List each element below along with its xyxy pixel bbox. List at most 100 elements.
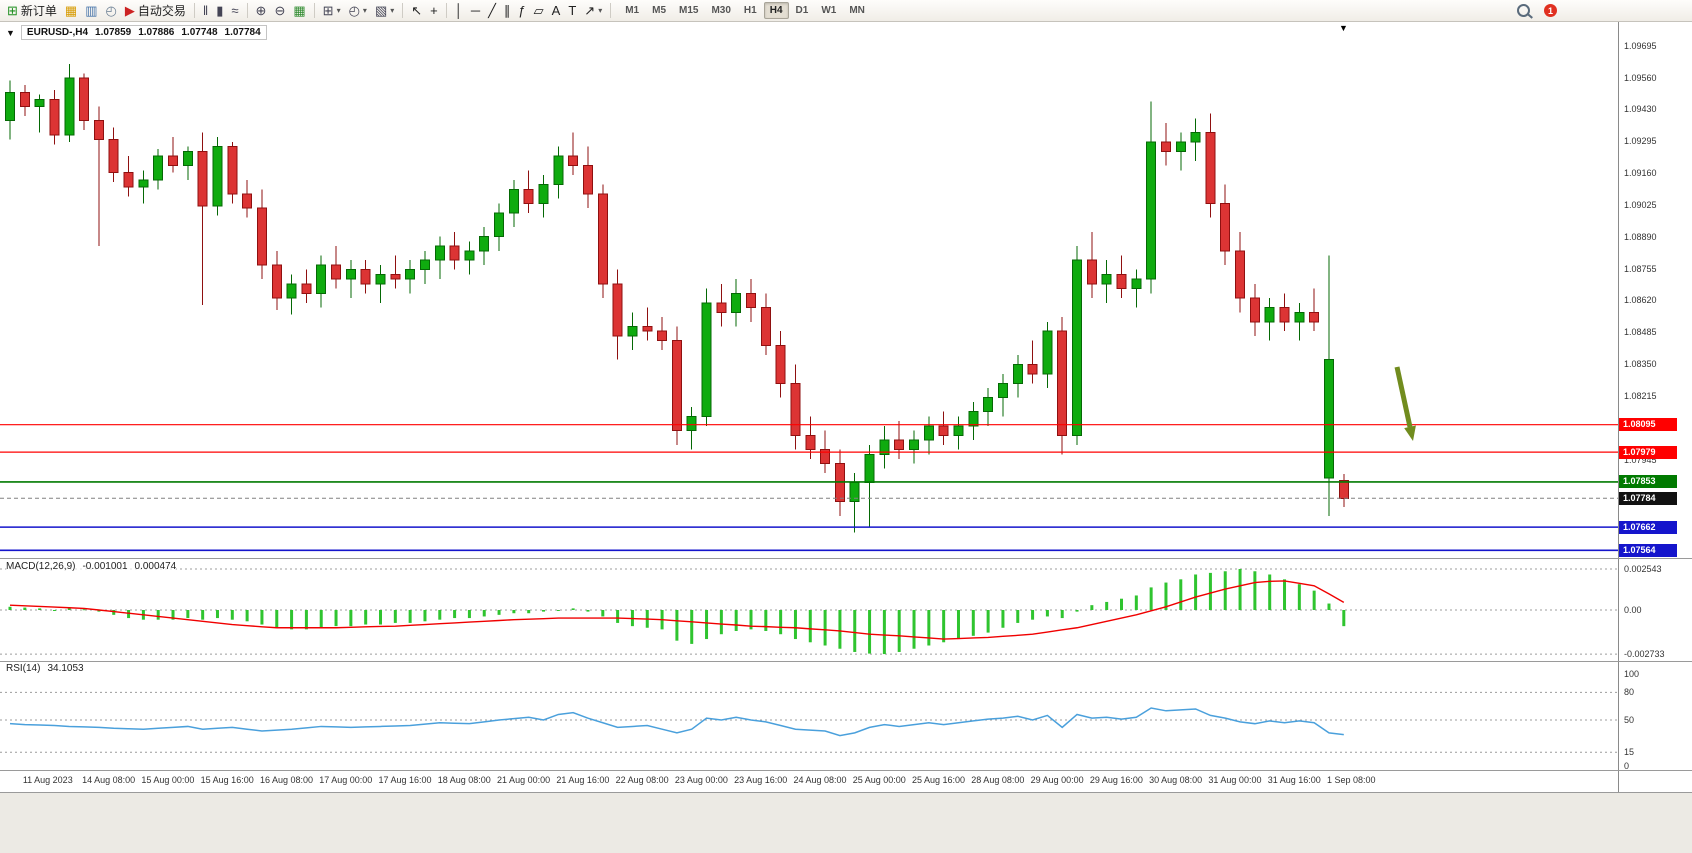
macd-bar [1238,569,1242,610]
refresh-icon-icon: ◴ [105,3,117,18]
timeframe-button-h4[interactable]: H4 [763,2,789,19]
down-arrow-annotation[interactable] [1394,366,1416,441]
symbol-ohlc-readout: EURUSD-,H4 1.07859 1.07886 1.07748 1.077… [20,25,267,40]
rsi-panel-divider[interactable] [0,661,1692,662]
price-scale-label: 1.08350 [1624,359,1657,370]
macd-bar [542,610,546,612]
caret-down-icon: ▾ [362,6,367,15]
timeframe-button-h1[interactable]: H1 [743,5,757,16]
profiles-icon[interactable]: ▦ [61,1,81,20]
auto-trading-button[interactable]: ▶ 自动交易 [121,1,190,20]
rsi-line [9,707,1344,737]
fibonacci-icon[interactable]: ƒ [514,1,529,20]
bar-chart-type-icon[interactable]: ‖ [199,1,212,20]
macd-bar [823,610,827,646]
macd-bar [1060,610,1064,619]
timeframe-switcher: M1 M5 M15 M30 H1 H4 D1 W1 MN [619,2,871,19]
timeframe-button-w1[interactable]: W1 [821,5,837,16]
macd-bar [586,610,590,612]
zoom-in-icon[interactable]: ⊕ [252,1,271,20]
macd-bar [690,610,694,644]
notification-badge[interactable]: 1 [1544,4,1557,17]
macd-bar [764,610,768,631]
macd-bar [438,610,442,620]
rsi-scale-label: 80 [1624,687,1635,698]
macd-bar [1223,571,1227,610]
bid-price-tag: 1.07784 [1619,491,1677,505]
line-chart-type-icon[interactable]: ≈ [227,1,242,20]
macd-bar [838,610,842,649]
toolbar-separator [402,3,404,18]
text-label-icon[interactable]: T [564,1,580,20]
crosshair-icon[interactable]: + [426,1,442,20]
one-click-collapse-icon[interactable]: ▼ [6,27,15,38]
timeframe-button-mn[interactable]: MN [849,5,865,16]
tile-windows-icon[interactable]: ▦ [289,1,309,20]
text-label-icon-icon: T [568,3,577,18]
search-icon[interactable] [1517,4,1530,17]
macd-bar [793,610,797,640]
refresh-icon[interactable]: ◴ [102,1,121,20]
macd-signal-value: 0.000474 [134,561,177,572]
timeframe-button-d1[interactable]: D1 [795,5,809,16]
candle-chart-type-icon[interactable]: ▮ [212,1,227,20]
rsi-name: RSI(14) [6,663,41,674]
price-scale-label: 1.09430 [1624,103,1657,114]
time-axis[interactable]: 11 Aug 2023 14 Aug 08:00 15 Aug 00:00 15 Au… [0,770,1618,792]
templates-button[interactable]: ▧ ▾ [371,1,398,20]
macd-bar [497,610,501,615]
cursor-icon[interactable]: ↖ [407,1,426,20]
shapes-icon[interactable]: ▱ [530,1,548,20]
open-value: 1.07859 [95,27,132,38]
macd-bar [1253,571,1257,610]
new-chart-icon: ⊞ [322,3,334,18]
time-axis-label: 23 Aug 00:00 [674,775,728,785]
macd-bar [1164,582,1168,610]
time-axis-label: 15 Aug 16:00 [200,775,254,785]
horizontal-line-icon[interactable]: ─ [467,1,484,20]
new-order-button[interactable]: ⊞ 新订单 [3,1,61,20]
timeframe-button-m5[interactable]: M5 [652,5,667,16]
macd-bar [705,610,709,640]
charts-icon[interactable]: ▥ [81,1,101,20]
macd-bar [334,610,338,627]
timeframe-button-m1[interactable]: M1 [625,5,640,16]
vertical-line-icon[interactable]: │ [451,1,467,20]
macd-bar [971,610,975,636]
macd-bar [1134,595,1138,610]
timeframe-button-m15[interactable]: M15 [679,5,699,16]
trendline-icon[interactable]: ╱ [484,1,500,20]
macd-bar [393,610,397,623]
macd-bar [97,610,101,612]
macd-bar [1045,610,1049,617]
macd-bar [364,610,368,625]
time-axis-label: 23 Aug 16:00 [734,775,788,785]
macd-bar [675,610,679,641]
zoom-out-icon[interactable]: ⊖ [270,1,289,20]
periods-button[interactable]: ◴ ▾ [345,1,371,20]
macd-panel [0,568,1618,655]
macd-label: MACD(12,26,9) -0.001001 0.000474 [6,561,177,572]
macd-bar [556,610,560,611]
toolbar-separator [445,3,447,18]
toolbar-separator [193,3,195,18]
price-axis[interactable]: 1.09695 1.09560 1.09430 1.09295 1.09160 1.090… [1618,22,1691,792]
shapes-icon-icon: ▱ [533,3,544,18]
macd-bar [38,608,42,610]
new-chart-button[interactable]: ⊞ ▾ [319,1,345,20]
text-icon[interactable]: A [548,1,565,20]
channel-icon[interactable]: ∥ [500,1,515,20]
macd-bar [734,610,738,631]
macd-bar [616,610,620,623]
time-axis-label: 25 Aug 16:00 [912,775,966,785]
macd-panel-divider[interactable] [0,558,1692,559]
time-axis-label: 15 Aug 00:00 [141,775,195,785]
timeframe-button-m30[interactable]: M30 [711,5,731,16]
macd-bar [1327,603,1331,610]
auto-trading-button-label: 自动交易 [137,4,186,18]
arrows-icon[interactable]: ↗ ▾ [580,1,606,20]
macd-bar [52,610,56,611]
macd-bar [1312,590,1316,610]
